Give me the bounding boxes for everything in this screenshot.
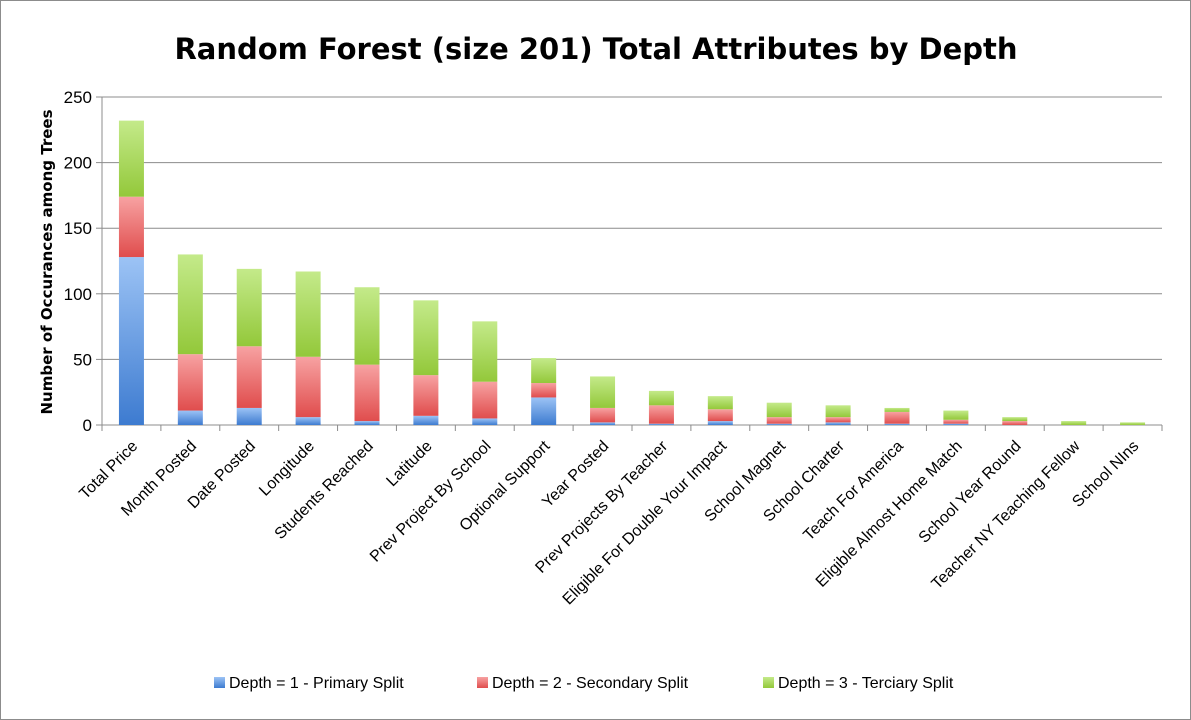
bar-segment-depth-2 [354,364,380,422]
bar-segment-depth-2 [472,381,498,419]
bar-segment-depth-3 [413,300,439,376]
y-tick-labels: 0 50 100 150 200 250 [64,88,92,435]
y-tick-label: 100 [64,285,92,304]
bar-segment-depth-3 [472,321,498,382]
bar-segment-depth-3 [531,358,557,384]
x-tick-label: Longitude [256,438,318,500]
legend: Depth = 1 - Primary Split Depth = 2 - Sec… [214,675,954,692]
bar-segment-depth-2 [1002,421,1028,425]
x-tick-label: Total Price [76,438,141,503]
bar-segment-depth-3 [177,254,203,355]
bar-segment-depth-1 [648,423,674,425]
x-tick-label: Prev Project By School [367,438,495,566]
bar-segment-depth-2 [177,354,203,411]
y-tick-label: 50 [73,350,92,369]
bar-segment-depth-3 [295,271,321,357]
bar-segment-depth-2 [943,419,969,424]
legend-entry-depth-2: Depth = 2 - Secondary Split [492,675,689,692]
bar-segment-depth-3 [354,287,380,365]
bar-segment-depth-1 [884,423,910,425]
bar-segment-depth-3 [1002,417,1028,422]
x-tick-label: School Year Round [916,438,1025,547]
bar-segment-depth-3 [1061,421,1087,425]
y-tick-label: 200 [64,154,92,173]
bar-segment-depth-1 [177,410,203,425]
legend-swatch-depth-3 [763,677,774,688]
bar-segment-depth-2 [707,409,733,422]
bar-segment-depth-3 [648,390,674,406]
bar-segment-depth-3 [1120,422,1146,425]
bar-segment-depth-3 [884,407,910,412]
chart-title: Random Forest (size 201) Total Attribute… [174,32,1017,66]
x-tick-label: Teach For America [800,438,906,544]
bar-segment-depth-1 [354,421,380,425]
bar-segment-depth-2 [295,356,321,418]
y-axis-label: Number of Occurances among Trees [38,109,56,414]
bar-segment-depth-2 [648,405,674,424]
bar-segment-depth-1 [531,397,557,425]
bar-segment-depth-2 [766,417,792,424]
bar-segment-depth-1 [943,423,969,425]
bar-segment-depth-2 [590,407,616,423]
bar-segment-depth-1 [118,257,144,425]
y-tick-label: 150 [64,219,92,238]
bar-segment-depth-2 [118,196,144,258]
legend-swatch-depth-1 [214,677,225,688]
bar-segment-depth-3 [766,402,792,418]
gridlines [96,96,1163,431]
x-tick-label: Students Reached [272,438,377,543]
bar-segment-depth-2 [884,411,910,424]
bar-segment-depth-1 [413,415,439,425]
legend-entry-depth-3: Depth = 3 - Terciary Split [778,675,954,692]
bar-segment-depth-3 [943,410,969,420]
bar-segment-depth-1 [766,423,792,425]
y-tick-label: 0 [83,416,92,435]
bar-segment-depth-3 [118,120,144,197]
y-tick-label: 250 [64,88,92,107]
bar-segment-depth-1 [295,417,321,425]
bar-segment-depth-1 [707,421,733,425]
bar-segment-depth-3 [236,268,262,347]
bar-segment-depth-3 [825,405,851,418]
bars [118,120,1146,425]
x-tick-label: Latitude [383,438,435,490]
bar-segment-depth-1 [825,422,851,425]
bar-segment-depth-2 [531,383,557,398]
bar-segment-depth-2 [236,346,262,408]
bar-segment-depth-2 [825,417,851,423]
legend-entry-depth-1: Depth = 1 - Primary Split [229,675,404,692]
bar-segment-depth-2 [413,375,439,416]
legend-swatch-depth-2 [477,677,488,688]
bar-segment-depth-3 [707,396,733,410]
bar-segment-depth-3 [590,376,616,408]
bar-segment-depth-1 [236,407,262,425]
bar-segment-depth-1 [590,422,616,425]
bar-segment-depth-1 [472,418,498,425]
